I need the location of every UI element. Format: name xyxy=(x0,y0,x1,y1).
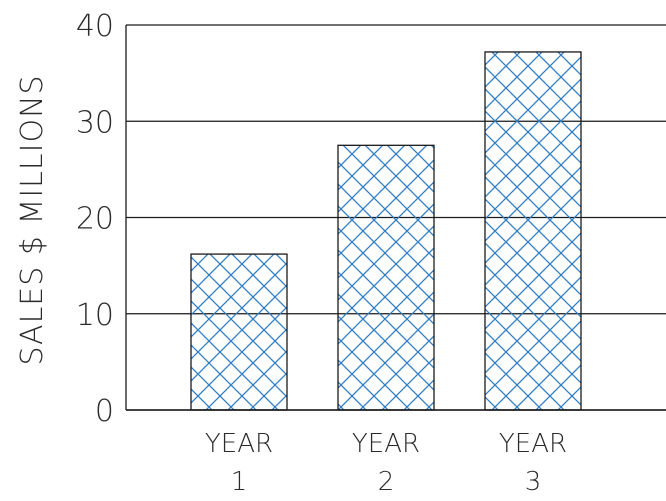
y-tick-label-20: 20 xyxy=(76,202,114,237)
y-tick-labels: 0 10 20 30 40 xyxy=(76,9,114,429)
x-category-label-3-line-1: YEAR xyxy=(499,429,567,459)
x-category-label-1-line-2: 1 xyxy=(231,467,248,497)
x-category-label-1-line-1: YEAR xyxy=(205,429,273,459)
bars xyxy=(126,51,666,411)
x-category-label-2-line-2: 2 xyxy=(378,467,395,497)
y-tick-label-0: 0 xyxy=(95,394,114,429)
bar-year-3 xyxy=(484,51,582,411)
y-tick-label-10: 10 xyxy=(76,298,114,333)
bar-year-1 xyxy=(190,253,288,411)
bar-year-2 xyxy=(337,144,435,411)
y-axis-title: SALES $ MILLIONS xyxy=(15,74,50,365)
x-category-label-3-line-2: 3 xyxy=(525,467,542,497)
y-tick-label-30: 30 xyxy=(76,105,114,140)
x-category-labels: YEAR 1 YEAR 2 YEAR 3 xyxy=(205,429,567,497)
y-tick-label-40: 40 xyxy=(76,9,114,44)
x-category-label-2-line-1: YEAR xyxy=(352,429,420,459)
